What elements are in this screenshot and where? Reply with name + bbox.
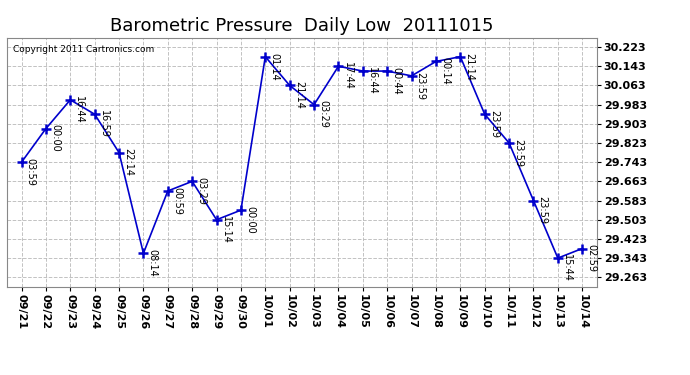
Text: 15:14: 15:14 — [221, 216, 230, 243]
Text: 00:44: 00:44 — [391, 67, 402, 94]
Text: 23:59: 23:59 — [489, 110, 499, 138]
Text: Copyright 2011 Cartronics.com: Copyright 2011 Cartronics.com — [13, 45, 154, 54]
Text: 23:59: 23:59 — [538, 196, 548, 224]
Text: 15:44: 15:44 — [562, 254, 572, 282]
Title: Barometric Pressure  Daily Low  20111015: Barometric Pressure Daily Low 20111015 — [110, 16, 493, 34]
Text: 03:29: 03:29 — [318, 100, 328, 128]
Text: 23:59: 23:59 — [416, 72, 426, 100]
Text: 21:14: 21:14 — [294, 81, 304, 109]
Text: 03:59: 03:59 — [26, 158, 36, 186]
Text: 00:00: 00:00 — [50, 124, 60, 152]
Text: 02:59: 02:59 — [586, 244, 596, 272]
Text: 21:14: 21:14 — [464, 53, 475, 80]
Text: 23:59: 23:59 — [513, 139, 523, 167]
Text: 16:59: 16:59 — [99, 110, 109, 138]
Text: 17:44: 17:44 — [343, 62, 353, 90]
Text: 16:44: 16:44 — [75, 96, 84, 123]
Text: 03:29: 03:29 — [197, 177, 206, 205]
Text: 00:14: 00:14 — [440, 57, 450, 85]
Text: 01:14: 01:14 — [270, 53, 279, 80]
Text: 08:14: 08:14 — [148, 249, 157, 277]
Text: 00:00: 00:00 — [245, 206, 255, 234]
Text: 22:14: 22:14 — [124, 148, 133, 176]
Text: 00:59: 00:59 — [172, 187, 182, 214]
Text: 16:44: 16:44 — [367, 67, 377, 94]
